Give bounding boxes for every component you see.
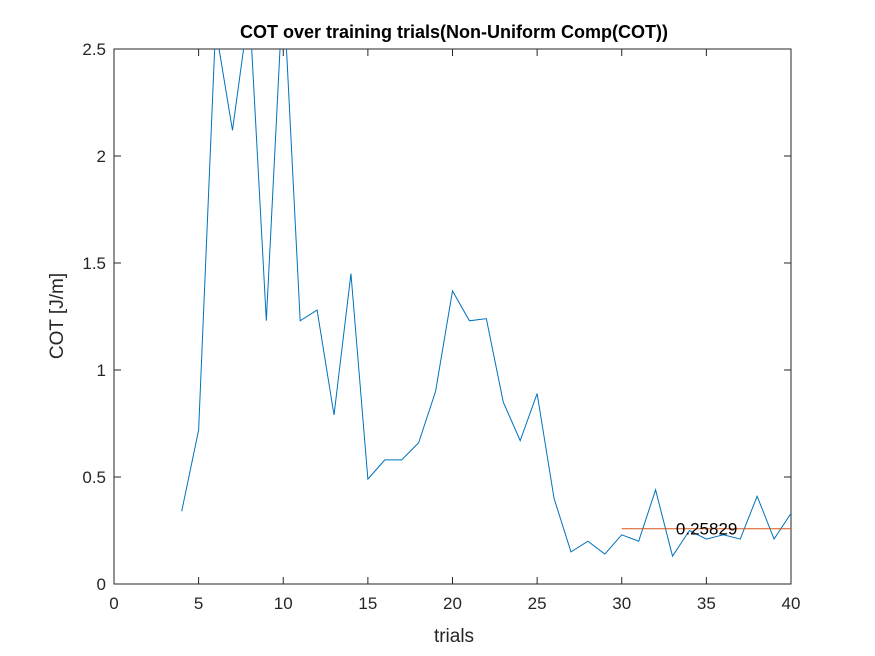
x-tick-label: 40 [782,594,801,613]
annotation-label: 0.25829 [676,520,737,539]
plot-area: 0.25829 [113,48,792,585]
y-tick-label: 0 [97,575,106,594]
x-tick-label: 20 [443,594,462,613]
x-tick-label: 35 [697,594,716,613]
x-tick-label: 0 [109,594,118,613]
x-axis-label: trials [434,626,474,647]
x-tick-label: 25 [528,594,547,613]
y-tick-label: 1.5 [82,254,106,273]
y-tick-label: 1 [97,361,106,380]
x-tick-label: 5 [194,594,203,613]
x-tick-label: 15 [358,594,377,613]
axes-box [113,48,792,585]
cot-series-line [181,49,791,558]
series-group [181,49,791,558]
y-tick-label: 0.5 [82,468,106,487]
chart-title: COT over training trials(Non-Uniform Com… [240,22,668,42]
y-axis-label: COT [J/m] [47,273,68,359]
y-axis-ticks: 0 0.5 1 1.5 2 2.5 [82,40,791,594]
x-tick-label: 10 [274,594,293,613]
x-axis-ticks: 0 5 10 15 20 25 30 35 40 [109,49,800,613]
x-tick-label: 30 [612,594,631,613]
y-tick-label: 2 [97,147,106,166]
y-tick-label: 2.5 [82,40,106,59]
